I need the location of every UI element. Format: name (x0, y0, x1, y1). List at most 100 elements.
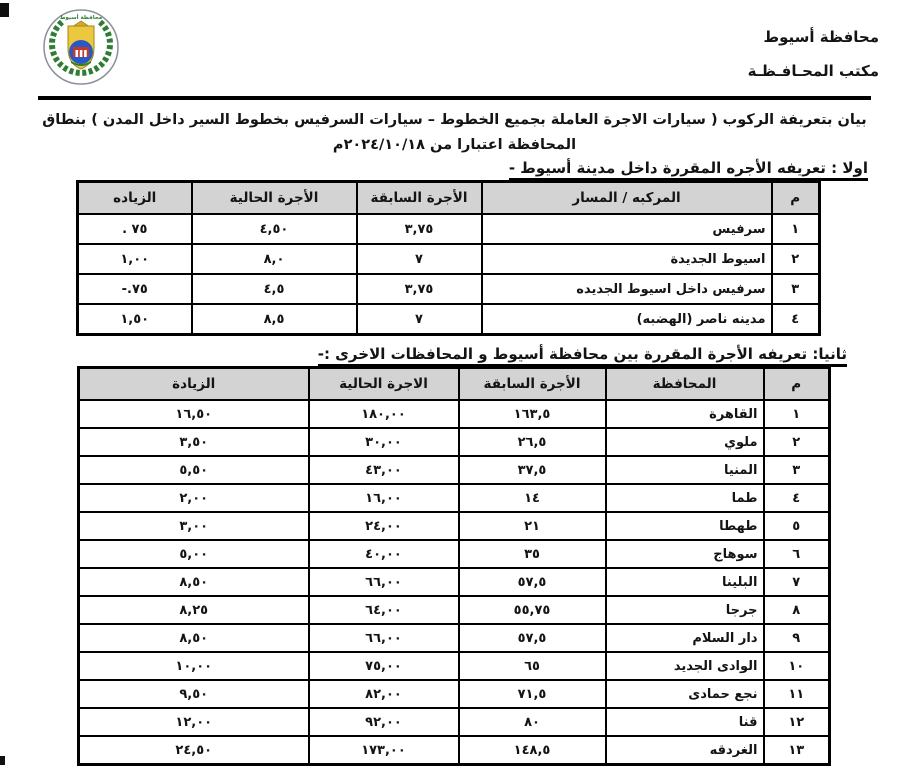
increase-cell: ١,٠٠ (76, 243, 193, 275)
increase-cell: ٩,٥٠ (77, 679, 310, 709)
row-number-cell: ٩ (762, 623, 831, 653)
table-row: ٦ سوهاج ٣٥ ٤٠,٠٠ ٥,٠٠ (77, 539, 831, 569)
row-number-cell: ١٣ (762, 735, 831, 766)
document-title-line2: المحافظة اعتبارا من ٢٠٢٤/١٠/١٨م (332, 137, 577, 153)
curr-fare-cell: ٨٢,٠٠ (307, 679, 460, 709)
curr-fare-cell: ٦٤,٠٠ (307, 595, 460, 625)
row-number-cell: ٤ (762, 483, 831, 513)
table-row: ١ القاهرة ١٦٣,٥ ١٨٠,٠٠ ١٦,٥٠ (77, 399, 831, 429)
increase-cell: ٣,٥٠ (77, 427, 310, 457)
governorate-cell: دار السلام (604, 623, 765, 653)
table-row: ٨ جرجا ٥٥,٧٥ ٦٤,٠٠ ٨,٢٥ (77, 595, 831, 625)
prev-fare-cell: ١٦٣,٥ (457, 399, 607, 429)
col-header-prev-fare: الأجرة السابقة (355, 180, 483, 215)
table-row: ٤ مدينه ناصر (الهضبه) ٧ ٨,٥ ١,٥٠ (76, 303, 821, 336)
governorate-cell: نجع حمادى (604, 679, 765, 709)
governorate-cell: طما (604, 483, 765, 513)
col-header-prev-fare: الأجرة السابقة (457, 366, 607, 401)
table-row: ٩ دار السلام ٥٧,٥ ٦٦,٠٠ ٨,٥٠ (77, 623, 831, 653)
document-title: بيان بتعريفة الركوب ( سيارات الاجرة العا… (0, 112, 909, 153)
table-row: ١٢ قنا ٨٠ ٩٢,٠٠ ١٢,٠٠ (77, 707, 831, 737)
col-header-curr-fare: الأجرة الحالية (190, 180, 358, 215)
curr-fare-cell: ٤,٥ (190, 273, 358, 305)
org-block: محافظة أسيوط مكتب المحـافـظـة (748, 20, 879, 88)
prev-fare-cell: ٢١ (457, 511, 607, 541)
row-number-cell: ١١ (762, 679, 831, 709)
increase-cell: ٨,٢٥ (77, 595, 310, 625)
row-number-cell: ٣ (762, 455, 831, 485)
increase-cell: ٢٤,٥٠ (77, 735, 310, 766)
curr-fare-cell: ٦٦,٠٠ (307, 567, 460, 597)
curr-fare-cell: ٤٣,٠٠ (307, 455, 460, 485)
table-row: ٣ سرفيس داخل اسيوط الجديده ٣,٧٥ ٤,٥ -.٧٥ (76, 273, 821, 305)
row-number-cell: ٧ (762, 567, 831, 597)
svg-text:محافظة أسيوط: محافظة أسيوط (60, 13, 102, 21)
col-header-route: المركبه / المسار (480, 180, 773, 215)
row-number-cell: ٣ (770, 273, 821, 305)
section2-heading: ثانيا: تعريفه الأجرة المقررة بين محافظة … (317, 345, 847, 367)
row-number-cell: ٢ (762, 427, 831, 457)
prev-fare-cell: ٦٥ (457, 651, 607, 681)
prev-fare-cell: ٧ (355, 303, 483, 336)
prev-fare-cell: ٨٠ (457, 707, 607, 737)
curr-fare-cell: ٨,٥ (190, 303, 358, 336)
org-name: محافظة أسيوط (763, 28, 879, 46)
increase-cell: ٨,٥٠ (77, 623, 310, 653)
city-fares-header-row: م المركبه / المسار الأجرة السابقة الأجرة… (76, 180, 821, 215)
governorate-cell: سوهاج (604, 539, 765, 569)
table-row: ٤ طما ١٤ ١٦,٠٠ ٢,٠٠ (77, 483, 831, 513)
increase-cell: ٣,٠٠ (77, 511, 310, 541)
route-cell: مدينه ناصر (الهضبه) (480, 303, 773, 336)
prev-fare-cell: ٣٥ (457, 539, 607, 569)
section2-heading-row: ثانيا: تعريفه الأجرة المقررة بين محافظة … (0, 345, 847, 367)
increase-cell: ٥,٥٠ (77, 455, 310, 485)
table-row: ٧ البلينا ٥٧,٥ ٦٦,٠٠ ٨,٥٠ (77, 567, 831, 597)
table-row: ١ سرفيس ٣,٧٥ ٤,٥٠ . ٧٥ (76, 213, 821, 245)
prev-fare-cell: ٥٧,٥ (457, 567, 607, 597)
assiut-governorate-emblem-icon: محافظة أسيوط (42, 8, 120, 86)
governorate-cell: جرجا (604, 595, 765, 625)
intercity-fares-header-row: م المحافظة الأجرة السابقة الاجرة الحالية… (77, 366, 831, 401)
table-row: ١٠ الوادى الجديد ٦٥ ٧٥,٠٠ ١٠,٠٠ (77, 651, 831, 681)
row-number-cell: ١٢ (762, 707, 831, 737)
increase-cell: ١٢,٠٠ (77, 707, 310, 737)
col-header-governorate: المحافظة (604, 366, 765, 401)
row-number-cell: ٢ (770, 243, 821, 275)
table-row: ٢ اسيوط الجديدة ٧ ٨,٠ ١,٠٠ (76, 243, 821, 275)
city-fares-table: م المركبه / المسار الأجرة السابقة الأجرة… (76, 180, 821, 336)
curr-fare-cell: ١٧٣,٠٠ (307, 735, 460, 766)
table-row: ٥ طهطا ٢١ ٢٤,٠٠ ٣,٠٠ (77, 511, 831, 541)
col-header-increase: الزيادة (77, 366, 310, 401)
section1-heading-row: اولا : تعريفه الأجره المقررة داخل مدينة … (0, 159, 868, 181)
prev-fare-cell: ١٤٨,٥ (457, 735, 607, 766)
prev-fare-cell: ٣,٧٥ (355, 273, 483, 305)
governorate-cell: المنيا (604, 455, 765, 485)
route-cell: سرفيس (480, 213, 773, 245)
governorate-cell: ملوي (604, 427, 765, 457)
table-row: ٣ المنيا ٣٧,٥ ٤٣,٠٠ ٥,٥٠ (77, 455, 831, 485)
row-number-cell: ٨ (762, 595, 831, 625)
governorate-cell: قنا (604, 707, 765, 737)
route-cell: سرفيس داخل اسيوط الجديده (480, 273, 773, 305)
section1-heading: اولا : تعريفه الأجره المقررة داخل مدينة … (508, 159, 868, 181)
letterhead: محافظة أسيوط محافظة أسيوط مكتب المحـافـظ… (0, 0, 909, 92)
intercity-fares-table: م المحافظة الأجرة السابقة الاجرة الحالية… (77, 366, 831, 766)
curr-fare-cell: ١٦,٠٠ (307, 483, 460, 513)
increase-cell: -.٧٥ (76, 273, 193, 305)
row-number-cell: ٥ (762, 511, 831, 541)
prev-fare-cell: ٧١,٥ (457, 679, 607, 709)
increase-cell: ٥,٠٠ (77, 539, 310, 569)
prev-fare-cell: ٧ (355, 243, 483, 275)
row-number-cell: ١٠ (762, 651, 831, 681)
governorate-cell: الغردقه (604, 735, 765, 766)
curr-fare-cell: ٧٥,٠٠ (307, 651, 460, 681)
governorate-cell: القاهرة (604, 399, 765, 429)
row-number-cell: ٦ (762, 539, 831, 569)
curr-fare-cell: ٤,٥٠ (190, 213, 358, 245)
prev-fare-cell: ٥٥,٧٥ (457, 595, 607, 625)
table-row: ١١ نجع حمادى ٧١,٥ ٨٢,٠٠ ٩,٥٠ (77, 679, 831, 709)
prev-fare-cell: ٢٦,٥ (457, 427, 607, 457)
increase-cell: ١٠,٠٠ (77, 651, 310, 681)
route-cell: اسيوط الجديدة (480, 243, 773, 275)
table-row: ٢ ملوي ٢٦,٥ ٣٠,٠٠ ٣,٥٠ (77, 427, 831, 457)
